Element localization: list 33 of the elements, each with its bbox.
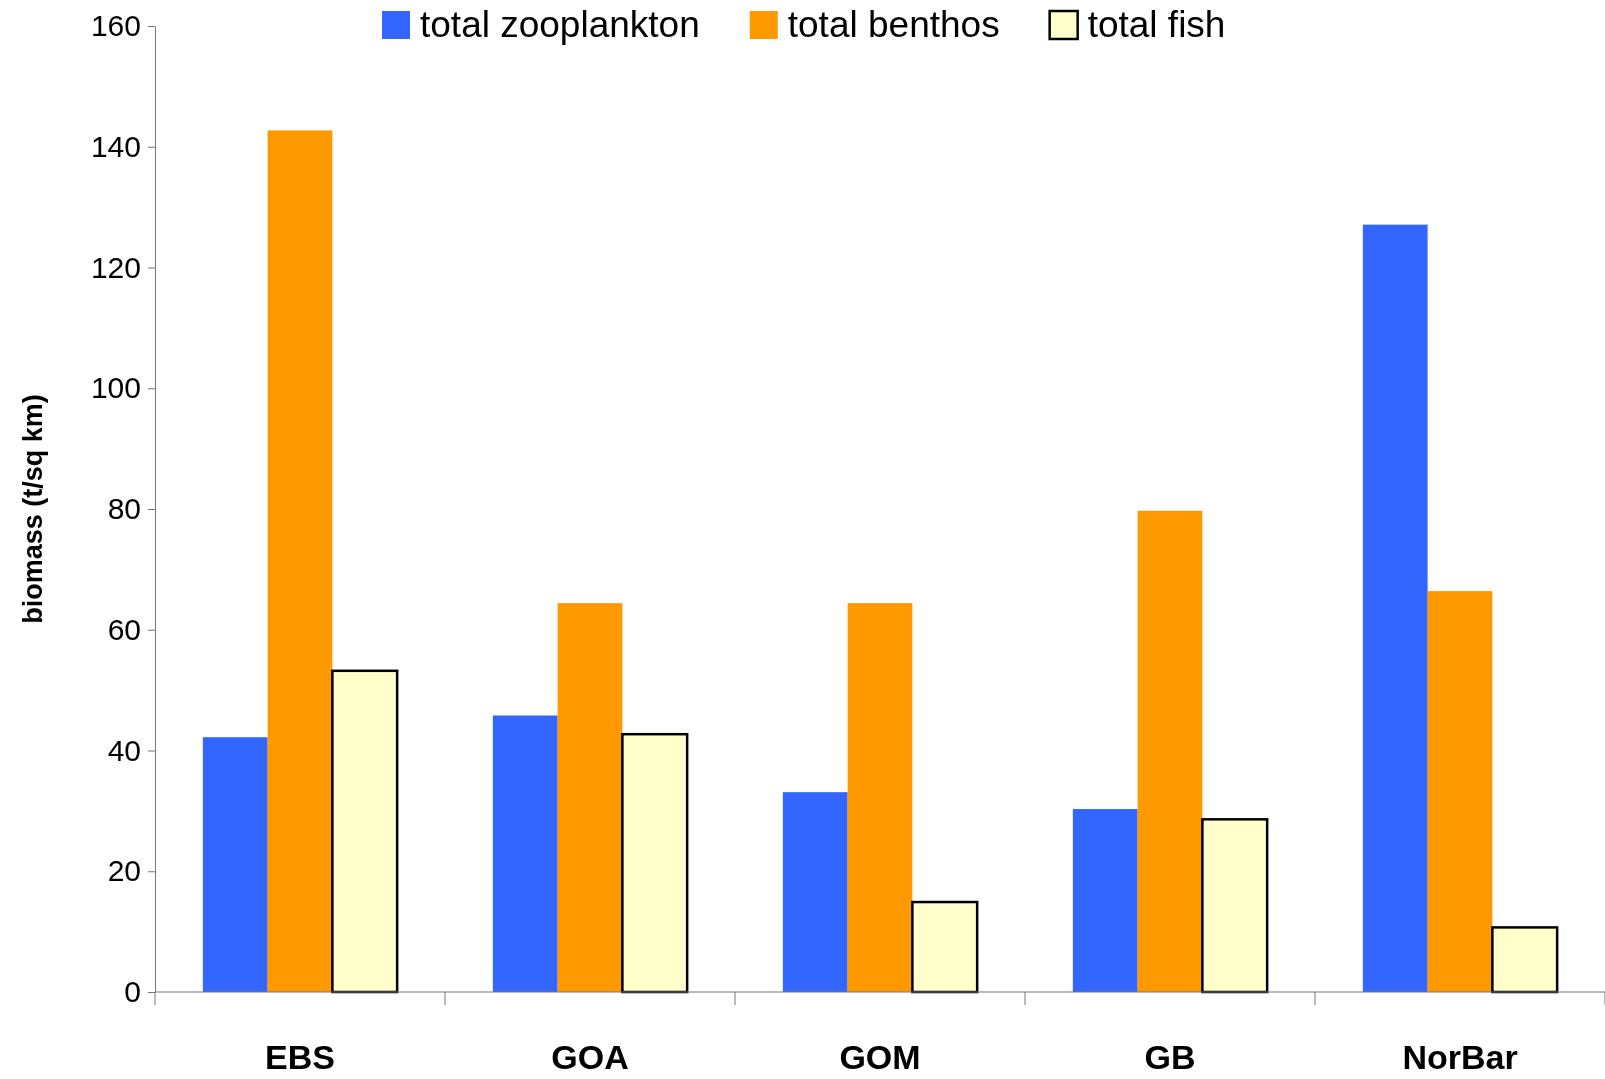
x-tick-label: EBS <box>265 1038 335 1076</box>
bar <box>782 792 848 992</box>
bar <box>621 732 689 994</box>
bar <box>557 603 623 992</box>
bar <box>267 130 333 992</box>
y-tick-label: 140 <box>90 129 141 163</box>
x-tick-label: GB <box>1144 1038 1196 1076</box>
bar <box>202 737 268 992</box>
y-tick-label: 100 <box>90 371 141 405</box>
bar <box>1201 818 1269 994</box>
y-tick-label: 80 <box>107 492 141 526</box>
bar <box>847 603 913 992</box>
y-tick-label: 160 <box>90 9 141 43</box>
bar <box>1072 809 1138 992</box>
y-tick-label: 0 <box>124 975 141 1009</box>
x-tick-label: NorBar <box>1402 1038 1518 1076</box>
y-axis-title: biomass (t/sq km) <box>18 394 48 624</box>
bar <box>911 900 979 994</box>
bar <box>1491 926 1559 994</box>
bar <box>1427 591 1493 992</box>
y-tick-label: 60 <box>107 612 141 646</box>
legend-label: total benthos <box>787 4 1000 45</box>
bar <box>492 715 558 992</box>
legend-label: total zooplankton <box>420 4 700 45</box>
bar <box>1362 224 1428 992</box>
x-tick-label: GOM <box>839 1038 921 1076</box>
x-tick-label: GOA <box>551 1038 629 1076</box>
y-tick-label: 120 <box>90 250 141 284</box>
bar <box>1137 510 1203 992</box>
y-tick-label: 40 <box>107 733 141 767</box>
y-tick-label: 20 <box>107 854 141 888</box>
legend-label: total fish <box>1087 4 1226 45</box>
bar <box>331 669 399 994</box>
